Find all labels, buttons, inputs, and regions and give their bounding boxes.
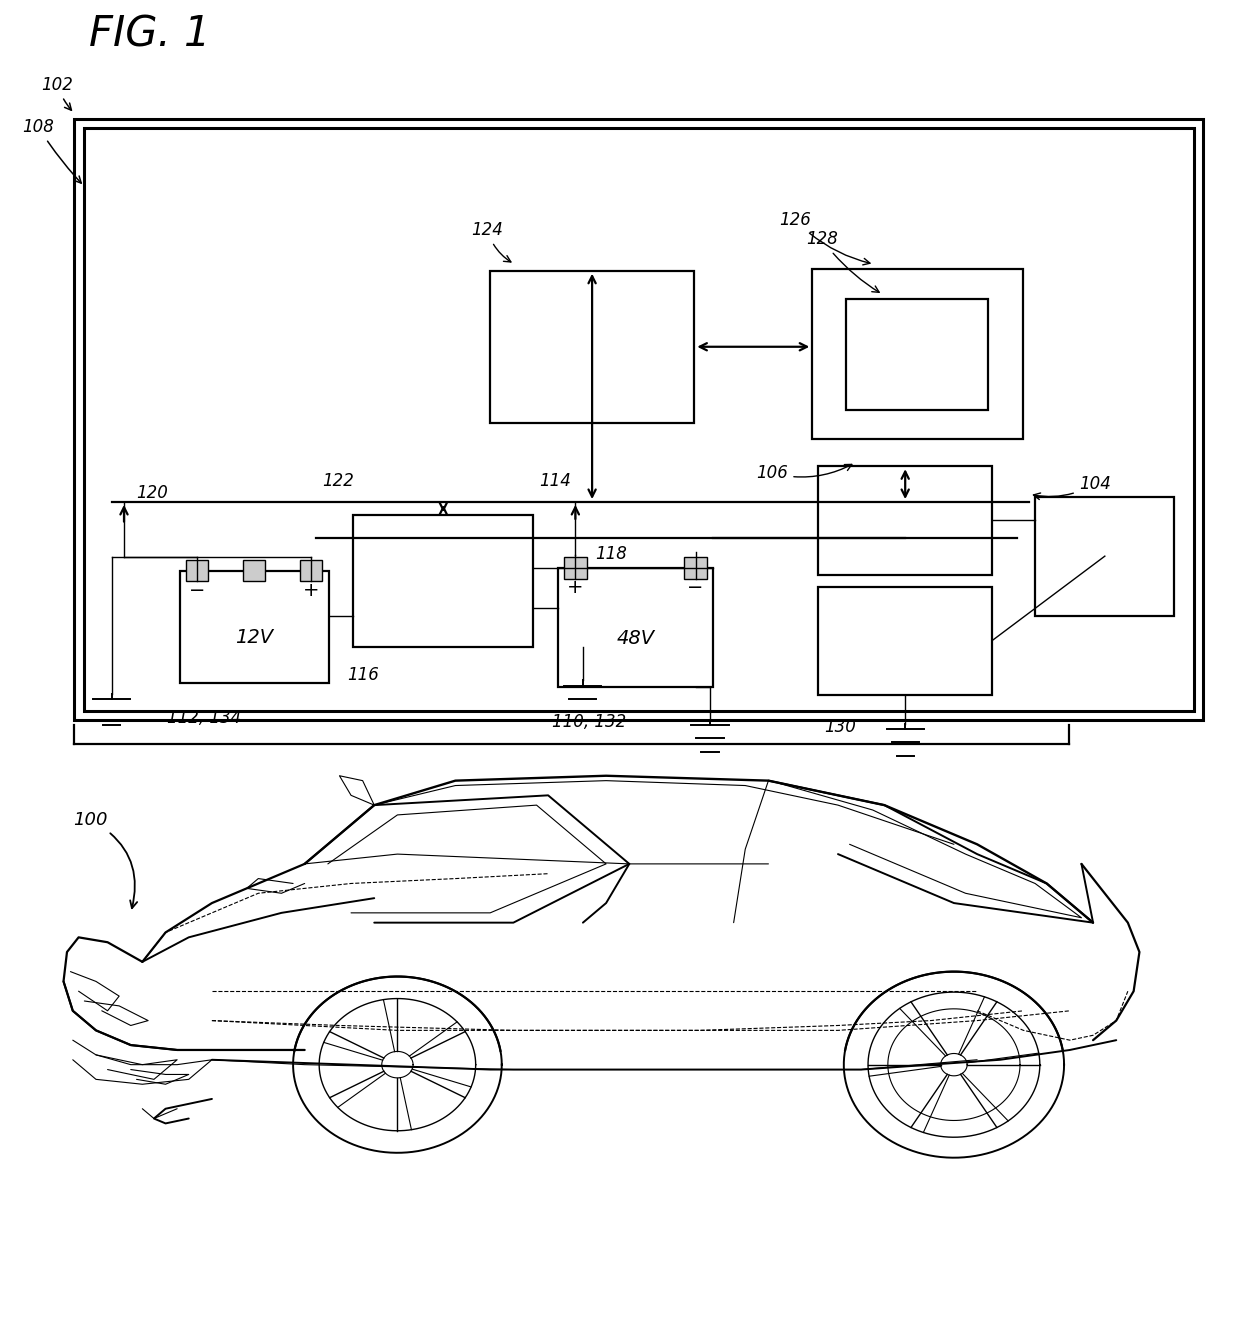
Text: 126: 126 <box>779 210 870 266</box>
Text: 128: 128 <box>806 230 879 292</box>
Bar <box>818 587 992 695</box>
Text: 110, 132: 110, 132 <box>552 712 626 731</box>
Bar <box>300 560 322 581</box>
Text: 116: 116 <box>347 666 379 684</box>
Bar <box>846 299 988 410</box>
Bar <box>564 557 587 579</box>
Text: 106: 106 <box>756 464 852 482</box>
Text: FIG. 1: FIG. 1 <box>89 13 211 55</box>
Text: −: − <box>188 581 206 600</box>
Text: 104: 104 <box>1033 474 1111 499</box>
Bar <box>353 515 533 647</box>
Text: +: + <box>567 579 584 597</box>
Text: 108: 108 <box>22 118 82 184</box>
Text: 12V: 12V <box>236 627 273 647</box>
Bar <box>818 466 992 575</box>
Text: 120: 120 <box>136 483 169 502</box>
Text: +: + <box>303 581 320 600</box>
Text: −: − <box>687 579 704 597</box>
Bar <box>186 560 208 581</box>
Text: 122: 122 <box>322 472 355 490</box>
Bar <box>684 557 707 579</box>
Bar <box>1035 497 1174 616</box>
Text: 130: 130 <box>825 717 857 736</box>
Text: 118: 118 <box>595 544 627 563</box>
Text: 124: 124 <box>471 221 511 262</box>
Text: 102: 102 <box>41 75 73 110</box>
Bar <box>84 128 1194 711</box>
Text: 48V: 48V <box>616 629 655 647</box>
Bar <box>180 571 329 683</box>
Text: 100: 100 <box>73 811 138 909</box>
Text: 112, 134: 112, 134 <box>167 708 242 727</box>
Bar <box>558 568 713 687</box>
Bar <box>490 271 694 423</box>
Bar <box>812 269 1023 439</box>
Bar <box>74 119 1203 720</box>
Text: 114: 114 <box>539 472 572 490</box>
Bar <box>243 560 265 581</box>
